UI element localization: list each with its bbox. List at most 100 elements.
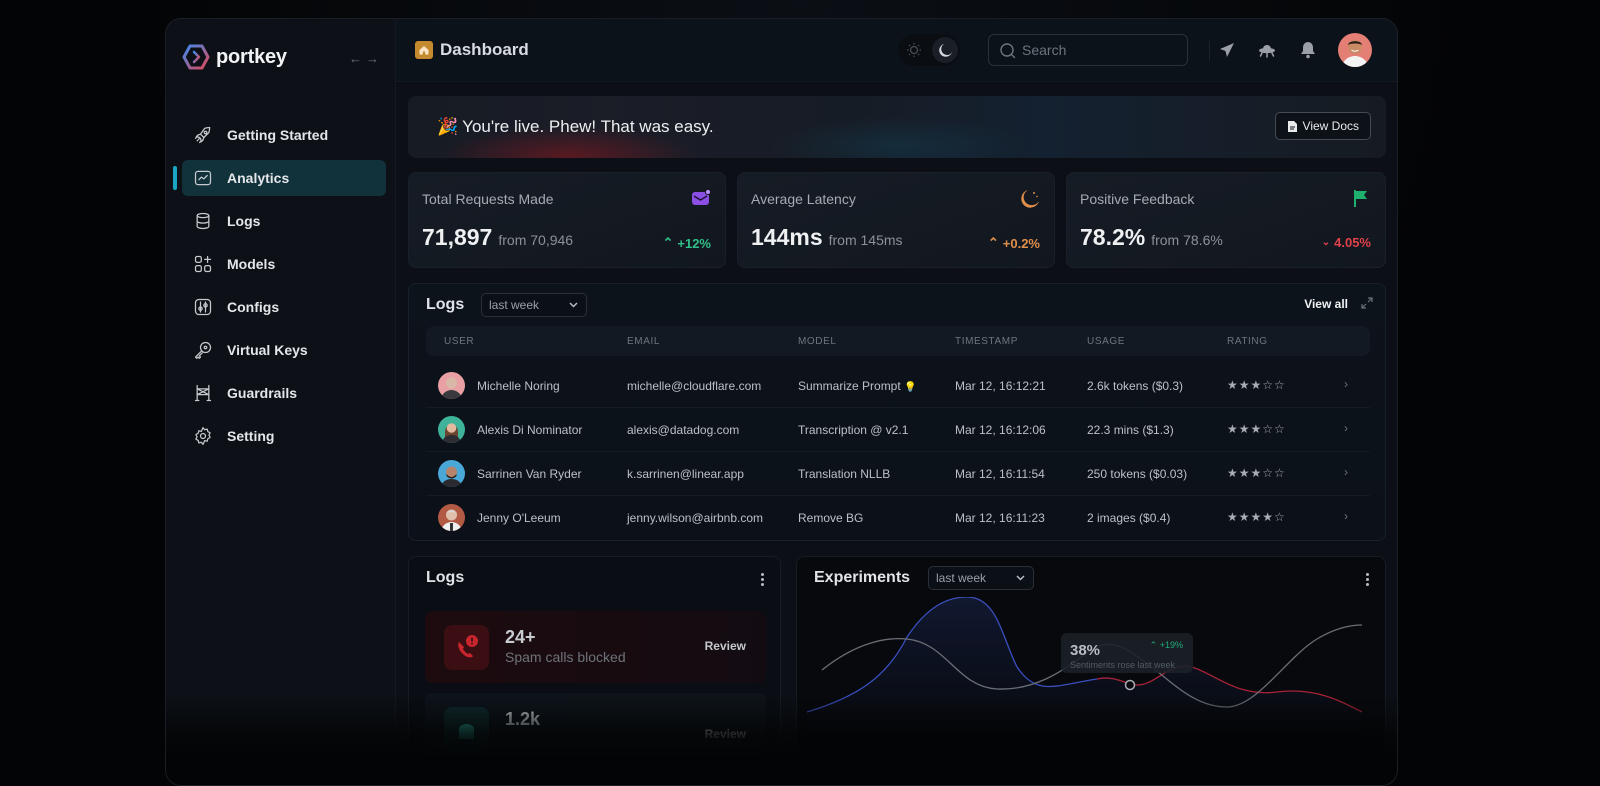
column-header-user[interactable]: USER [444,335,475,347]
usage: 2 images ($0.4) [1087,511,1171,525]
stat-value: 78.2% [1080,224,1146,250]
column-header-email[interactable]: EMAIL [627,335,661,347]
search-input[interactable] [1022,42,1182,58]
spam-calls-tile: 24+ Spam calls blocked Review [425,611,766,683]
arrow-right-icon: → [366,51,379,66]
timestamp: Mar 12, 16:12:21 [955,379,1046,393]
sidebar-item-analytics[interactable]: Analytics [173,160,386,196]
chart-tooltip: 38% ⌃ +19% Sentiments rose last week [1061,633,1193,673]
table-row[interactable]: Sarrinen Van Ryder k.sarrinen@linear.app… [426,452,1370,496]
blocked-call-icon [444,625,489,670]
experiments-title: Experiments [814,569,911,586]
light-mode-button[interactable] [901,37,927,63]
model-name: Summarize Prompt 💡 [798,379,917,393]
table-row[interactable]: Alexis Di Nominator alexis@datadog.com T… [426,408,1370,452]
chevron-up-icon: ⌃ [662,235,674,250]
brand[interactable]: portkey [182,43,287,71]
timestamp: Mar 12, 16:11:54 [955,467,1045,481]
model-name: Translation NLLB [798,467,891,481]
review-button[interactable]: Review [704,727,746,741]
table-row[interactable]: Jenny O'Leeum jenny.wilson@airbnb.com Re… [426,496,1370,540]
moon-stars-icon [1021,190,1039,208]
experiments-card: Experiments last week [796,556,1386,785]
stat-previous: from 78.6% [1151,232,1223,248]
stat-delta: ⌃ +12% [662,235,711,251]
sun-icon [906,43,921,57]
rocket-icon [192,124,214,146]
brand-name: portkey [216,45,287,68]
sidebar-item-models[interactable]: Models [182,246,386,282]
stat-delta: ⌃ +0.2% [987,235,1040,251]
chevron-right-icon[interactable]: › [1344,509,1348,523]
timestamp: Mar 12, 16:12:06 [955,423,1046,437]
dark-mode-button[interactable] [931,37,958,63]
more-options-icon[interactable] [761,573,765,588]
sidebar-item-label: Logs [227,213,261,229]
flag-icon [1354,190,1367,207]
send-icon[interactable] [1217,40,1237,60]
theme-toggle[interactable] [898,34,960,66]
grid-plus-icon [192,253,214,275]
banner-message: You're live. Phew! That was easy. [462,117,714,136]
stat-delta: ⌄ 4.05% [1321,235,1371,250]
experiments-range-select[interactable]: last week [928,566,1034,590]
moon-icon [938,44,952,57]
breadcrumb: Dashboard [415,40,529,60]
sliders-icon [192,296,214,318]
lightbulb-icon: 💡 [904,382,917,393]
view-all-link[interactable]: View all [1304,297,1348,311]
stat-label: Positive Feedback [1080,191,1195,207]
arrow-left-icon: ← [349,51,362,66]
column-header-timestamp[interactable]: TIMESTAMP [955,335,1018,347]
review-button[interactable]: Review [704,639,746,653]
search-box[interactable] [988,34,1188,66]
sidebar-item-label: Getting Started [227,127,329,143]
view-docs-button[interactable]: View Docs [1274,112,1371,140]
sidebar-item-label: Analytics [227,170,290,186]
bell-icon[interactable] [1298,40,1318,60]
top-header: Dashboard [396,19,1397,82]
tile-count: 24+ [505,627,536,647]
sidebar-item-guardrails[interactable]: Guardrails [182,375,386,411]
tile-label: Spam calls blocked [505,649,626,665]
chevron-right-icon[interactable]: › [1344,465,1348,479]
sidebar-item-configs[interactable]: Configs [182,289,386,325]
sidebar-item-logs[interactable]: Logs [182,203,386,239]
logs-summary-card: Logs 24+ Spam calls blocked Review 1.2k … [408,556,781,785]
user-name: Sarrinen Van Ryder [477,467,582,481]
column-header-model[interactable]: MODEL [798,335,837,347]
table-row[interactable]: Michelle Noring michelle@cloudflare.com … [426,364,1370,408]
stat-value: 144ms [751,224,823,250]
ufo-icon[interactable] [1257,40,1277,60]
header-divider [1209,41,1210,61]
second-log-tile: 1.2k Review [425,693,766,765]
chevron-right-icon[interactable]: › [1344,377,1348,391]
chevron-up-icon: ⌃ [987,235,999,250]
more-options-icon[interactable] [1366,573,1370,588]
chevron-down-icon [569,302,578,308]
sidebar-item-setting[interactable]: Setting [182,418,386,454]
chevron-right-icon[interactable]: › [1344,421,1348,435]
column-header-rating[interactable]: RATING [1227,335,1268,347]
usage: 2.6k tokens ($0.3) [1087,379,1184,393]
tooltip-delta: ⌃ +19% [1149,640,1183,650]
tooltip-value: 38% [1070,642,1101,659]
user-avatar[interactable] [1338,33,1372,67]
logs-table-card: Logs last week View all USER EMAIL MODEL… [408,283,1386,541]
user-email: k.sarrinen@linear.app [627,467,744,481]
document-icon [1287,120,1297,132]
sidebar-item-getting-started[interactable]: Getting Started [182,117,386,153]
logs-range-select[interactable]: last week [481,293,587,317]
usage: 22.3 mins ($1.3) [1087,423,1174,437]
sidebar-item-label: Models [227,256,276,272]
tile-count: 1.2k [505,709,541,729]
user-name: Jenny O'Leeum [477,511,561,525]
sidebar-collapse-toggle[interactable]: ← → [349,51,379,66]
column-header-usage[interactable]: USAGE [1087,335,1126,347]
database-icon [444,707,489,752]
sidebar-item-label: Setting [227,428,275,444]
sidebar-item-virtual-keys[interactable]: Virtual Keys [182,332,386,368]
view-docs-label: View Docs [1302,119,1359,133]
expand-icon[interactable] [1360,296,1374,310]
rating-stars: ★★★☆☆ [1227,466,1286,480]
